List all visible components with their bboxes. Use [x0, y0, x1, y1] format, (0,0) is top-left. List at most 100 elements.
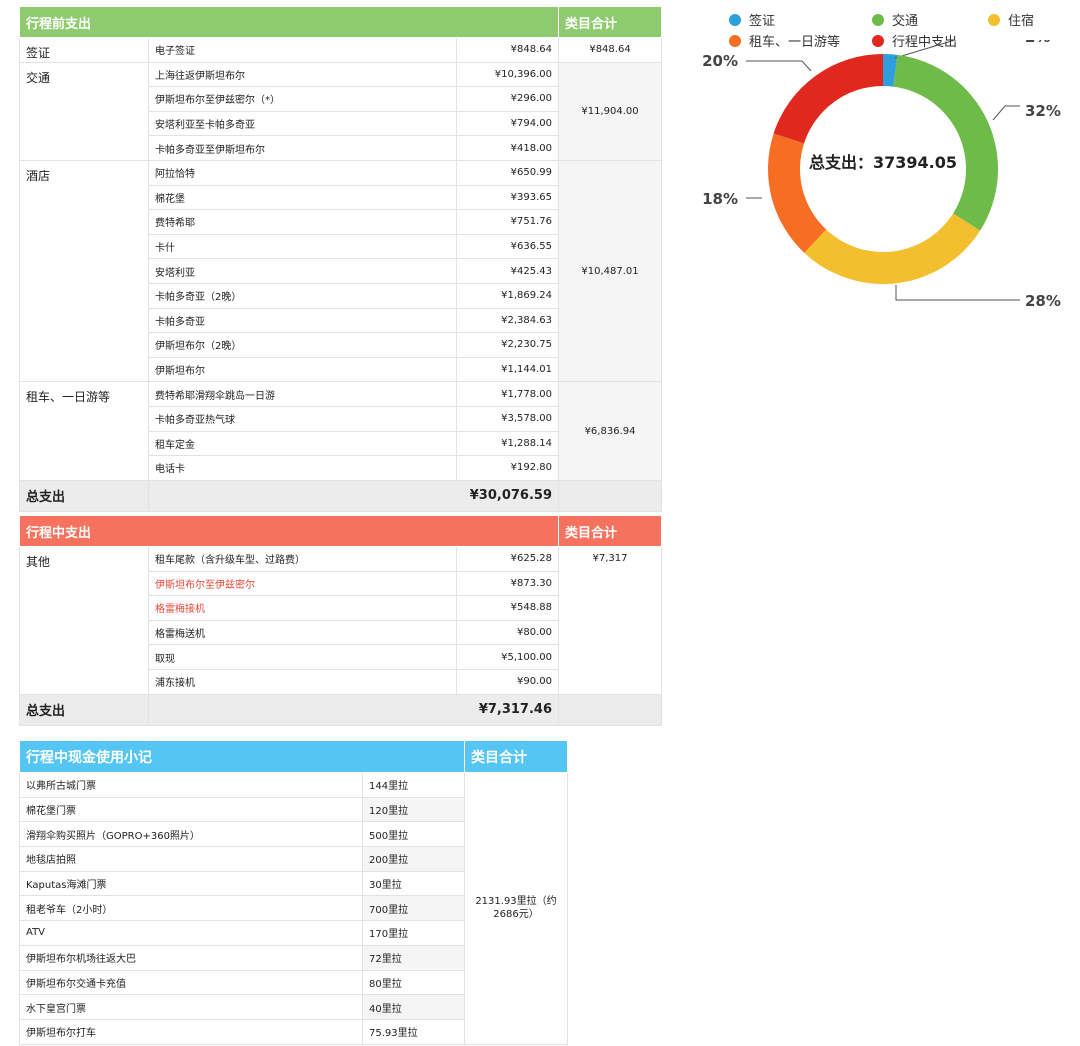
slice-percent-label: 2%: [1025, 40, 1050, 46]
item-name: 滑翔伞购买照片（GOPRO+360照片）: [19, 821, 363, 848]
table-row: 伊斯坦布尔 ¥1,144.01: [20, 356, 662, 383]
table-row: 伊斯坦布尔交通卡充值 80里拉: [19, 969, 568, 996]
item-amount: 75.93里拉: [362, 1018, 465, 1045]
item-amount: ¥636.55: [455, 233, 560, 260]
item-amount: ¥2,230.75: [455, 332, 560, 358]
table-row: 伊斯坦布尔机场往返大巴 72里拉: [19, 944, 568, 971]
table-row: 租老爷车（2小时） 700里拉: [19, 895, 568, 922]
item-amount: ¥90.00: [455, 668, 560, 695]
item-amount: ¥2,384.63: [455, 307, 560, 334]
legend-swatch: [872, 13, 884, 26]
item-amount: ¥393.65: [455, 184, 560, 211]
item-amount: ¥1,869.24: [455, 282, 560, 309]
total-label: 总支出: [19, 693, 149, 726]
item-amount: ¥5,100.00: [455, 644, 560, 670]
category-cell: 交通: [19, 61, 149, 161]
legend-swatch: [872, 34, 884, 47]
donut-chart: 2% 32% 28% 18% 20% 总支出：37394.05: [702, 40, 1061, 310]
slice-percent-label: 20%: [702, 52, 738, 70]
item-name: 取现: [148, 644, 457, 670]
table-row: 以弗所古城门票 144里拉 2131.93里拉（约2686元）: [19, 772, 568, 1045]
item-amount: ¥80.00: [455, 619, 560, 646]
table-row: 棉花堡门票 120里拉: [19, 796, 568, 823]
category-cell: 酒店: [19, 159, 149, 383]
legend-item: 签证: [729, 10, 775, 29]
item-name: 电话卡: [148, 455, 457, 481]
item-name: 租车定金: [148, 430, 457, 457]
item-amount: ¥873.30: [455, 570, 560, 597]
table-row: 伊斯坦布尔至伊兹密尔（*） ¥296.00: [20, 86, 662, 112]
item-name: 卡什: [148, 233, 457, 260]
category-sum: ¥6,836.94: [558, 381, 663, 481]
slice-percent-label: 18%: [702, 190, 738, 208]
item-amount: ¥751.76: [455, 209, 560, 235]
section-title: 行程中支出: [18, 515, 560, 547]
item-name: 卡帕多奇亚（2晚）: [148, 282, 457, 309]
item-name: 费特希耶: [148, 209, 457, 235]
total-empty: [558, 693, 663, 726]
total-value: ¥7,317.46: [147, 693, 560, 726]
item-amount: ¥296.00: [455, 86, 560, 112]
sum-header: 类目合计: [558, 6, 663, 38]
table-row: 伊斯坦布尔打车 75.93里拉: [19, 1018, 568, 1045]
label-leader-line: [894, 40, 957, 59]
legend-item: 租车、一日游等: [729, 31, 840, 50]
legend-item: 交通: [872, 10, 918, 29]
table-row: 格雷梅送机 ¥80.00: [20, 619, 662, 646]
legend-swatch: [988, 13, 1000, 26]
item-amount: ¥425.43: [455, 258, 560, 284]
legend-label: 住宿: [1008, 14, 1035, 29]
table-row: 卡帕多奇亚热气球 ¥3,578.00: [20, 405, 662, 432]
item-amount: 500里拉: [362, 821, 465, 848]
table-row: 水下皇宫门票 40里拉: [19, 994, 568, 1020]
item-name: 棉花堡: [148, 184, 457, 211]
item-name: 伊斯坦布尔机场往返大巴: [19, 944, 363, 971]
category-sum: ¥848.64: [558, 37, 663, 63]
pie-slice: [768, 133, 827, 253]
item-amount: ¥794.00: [455, 110, 560, 137]
item-name: 卡帕多奇亚: [148, 307, 457, 334]
label-leader-line: [992, 105, 1020, 121]
item-name: 以弗所古城门票: [19, 772, 363, 798]
legend-label: 租车、一日游等: [749, 35, 841, 50]
item-amount: ¥1,144.01: [455, 356, 560, 383]
item-name: 伊斯坦布尔（2晚）: [148, 332, 457, 358]
label-leader-line: [895, 285, 1020, 301]
pie-slice: [883, 54, 898, 87]
item-amount: 170里拉: [362, 920, 465, 946]
pie-slice: [893, 54, 998, 231]
sum-header: 类目合计: [558, 515, 663, 547]
table-row: 伊斯坦布尔（2晚） ¥2,230.75: [20, 332, 662, 358]
pre-trip-table: 行程前支出 类目合计 签证 电子签证 ¥848.64 ¥848.64 交通 上海往返伊斯坦布尔…: [18, 6, 663, 512]
item-name: 安塔利亚: [148, 258, 457, 284]
in-trip-table: 行程中支出 类目合计 其他 租车尾款（含升级车型、过路费） ¥625.28 ¥7,317 伊…: [18, 515, 663, 726]
legend-label: 交通: [892, 14, 919, 29]
item-name: 格雷梅送机: [148, 619, 457, 646]
item-name: 地毯店拍照: [19, 846, 363, 872]
item-amount: 40里拉: [362, 994, 465, 1020]
total-empty: [558, 479, 663, 512]
item-amount: 700里拉: [362, 895, 465, 922]
total-value: ¥30,076.59: [147, 479, 560, 512]
category-sum: ¥11,904.00: [558, 61, 663, 161]
item-name: 卡帕多奇亚热气球: [148, 405, 457, 432]
item-name: 安塔利亚至卡帕多奇亚: [148, 110, 457, 137]
table-row: 地毯店拍照 200里拉: [19, 846, 568, 872]
pie-slice: [773, 54, 883, 144]
item-name: 电子签证: [148, 37, 457, 63]
table-row: 卡帕多奇亚 ¥2,384.63: [20, 307, 662, 334]
item-name: 伊斯坦布尔交通卡充值: [19, 969, 363, 996]
cash-table: 行程中现金使用小记 类目合计 以弗所古城门票 144里拉 2131.93里拉（约2686…: [19, 740, 568, 1045]
table-row: 签证 电子签证 ¥848.64 ¥848.64: [19, 37, 663, 63]
item-amount: ¥625.28: [455, 546, 560, 572]
item-name: 伊斯坦布尔: [148, 356, 457, 383]
item-amount: ¥192.80: [455, 455, 560, 481]
item-amount: 72里拉: [362, 944, 465, 971]
category-sum: ¥10,487.01: [558, 159, 663, 383]
item-amount: ¥1,288.14: [455, 430, 560, 457]
item-name: 租老爷车（2小时）: [19, 895, 363, 922]
item-amount: 80里拉: [362, 969, 465, 996]
item-amount: ¥650.99: [455, 159, 560, 186]
item-amount: 120里拉: [362, 796, 465, 823]
table-row: 交通 上海往返伊斯坦布尔 ¥10,396.00 ¥11,904.00: [19, 61, 663, 161]
